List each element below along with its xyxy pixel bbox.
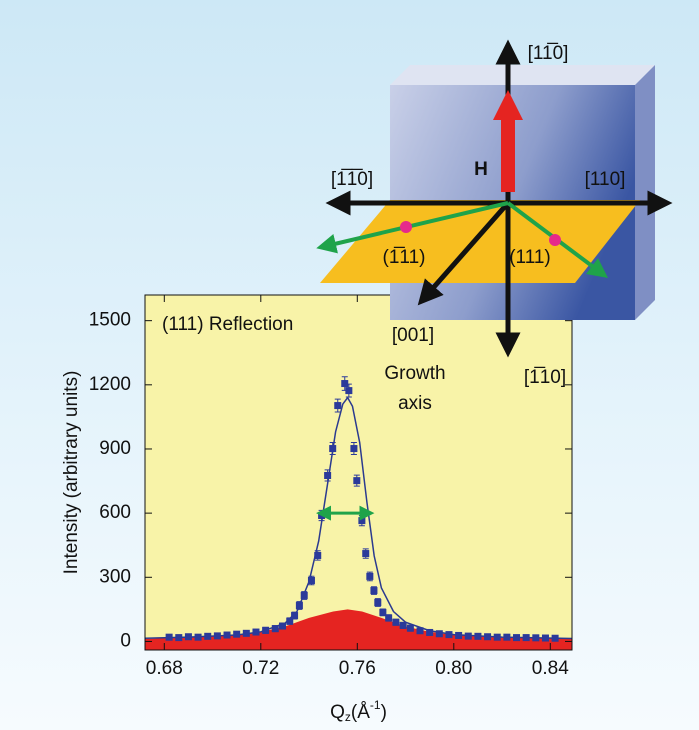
field-arrow xyxy=(493,90,523,192)
y-tick-label: 900 xyxy=(99,438,131,459)
label: (111) xyxy=(509,247,551,268)
x-axis-label-part: -1 xyxy=(370,698,381,712)
label: (1̅11) xyxy=(383,247,426,268)
data-point xyxy=(474,632,482,640)
data-point xyxy=(242,629,250,637)
data-point xyxy=(295,602,303,610)
plot-background xyxy=(145,295,572,650)
data-point xyxy=(358,517,366,525)
label: [11̅0] xyxy=(528,43,569,64)
data-point xyxy=(426,628,434,636)
data-point xyxy=(541,634,549,642)
data-point xyxy=(300,591,308,599)
data-point xyxy=(279,622,287,630)
data-point xyxy=(345,387,353,395)
data-point xyxy=(307,576,315,584)
data-point xyxy=(399,621,407,629)
y-tick-label: 0 xyxy=(120,630,131,651)
dot xyxy=(549,234,561,246)
data-point xyxy=(271,625,279,633)
label: axis xyxy=(398,393,432,414)
x-tick-label: 0.76 xyxy=(339,658,376,679)
label: [1̅1̅0] xyxy=(331,169,373,190)
plane xyxy=(320,200,640,283)
data-point xyxy=(324,471,332,479)
x-tick-label: 0.68 xyxy=(146,658,183,679)
data-point xyxy=(374,599,382,607)
data-point xyxy=(252,628,260,636)
data-point xyxy=(341,380,349,388)
data-point xyxy=(455,631,463,639)
y-tick-label: 1200 xyxy=(89,374,131,395)
data-point xyxy=(223,631,231,639)
arrow xyxy=(417,201,510,306)
y-tick-label: 300 xyxy=(99,566,131,587)
label: H xyxy=(474,159,488,180)
data-point xyxy=(262,626,270,634)
data-point xyxy=(513,634,521,642)
x-axis-label-part: z xyxy=(345,710,351,724)
label: [110] xyxy=(585,169,626,190)
data-point xyxy=(175,634,183,642)
box-top xyxy=(390,65,655,85)
data-point xyxy=(184,633,192,641)
area xyxy=(145,609,572,650)
data-point xyxy=(392,618,400,626)
data-point xyxy=(366,572,374,580)
data-point xyxy=(350,445,358,453)
y-tick-label: 600 xyxy=(99,502,131,523)
data-point xyxy=(213,632,221,640)
data-point xyxy=(329,445,337,453)
data-point xyxy=(385,614,393,622)
data-point xyxy=(484,633,492,641)
data-point xyxy=(194,633,202,641)
label: [001] xyxy=(392,325,434,346)
data-point xyxy=(435,630,443,638)
x-axis-label-part: (Å xyxy=(351,702,370,723)
data-point xyxy=(532,634,540,642)
data-point xyxy=(551,634,559,642)
data-point xyxy=(503,633,511,641)
data-point xyxy=(493,633,501,641)
x-axis-label-part: ) xyxy=(381,702,387,723)
arrow xyxy=(316,201,509,254)
x-axis-label: Qz(Å-1) xyxy=(330,698,387,724)
data-point xyxy=(233,630,241,638)
plot: 0 300 600 900 1200 1500 0.68 0.72 0.76 0.80 0.84 (1… xyxy=(61,294,573,724)
y-tick-label: 1500 xyxy=(89,310,131,331)
data-point xyxy=(362,550,370,558)
data-point xyxy=(379,608,387,616)
diagram: [11̅0] [1̅1̅0] [110] H (1̅11) (111) [001… xyxy=(316,39,673,414)
data-point xyxy=(291,612,299,620)
x-axis-label-part: Q xyxy=(330,702,345,723)
data-point xyxy=(165,633,173,641)
data-point xyxy=(522,634,530,642)
box-side xyxy=(635,65,655,320)
data-point xyxy=(353,477,361,485)
y-axis-label: Intensity (arbitrary units) xyxy=(61,371,82,575)
data-point xyxy=(464,632,472,640)
data-point xyxy=(314,551,322,559)
annotation: (111) Reflection xyxy=(162,314,293,335)
data-point xyxy=(445,631,453,639)
data-point xyxy=(406,624,414,632)
x-tick-label: 0.72 xyxy=(242,658,279,679)
data-point xyxy=(370,587,378,595)
data-point xyxy=(204,632,212,640)
x-tick-label: 0.84 xyxy=(532,658,569,679)
dot xyxy=(400,221,412,233)
data-point xyxy=(416,627,424,635)
data-point xyxy=(286,617,294,625)
plot-frame xyxy=(144,294,573,651)
label: Growth xyxy=(384,363,445,384)
data-point xyxy=(334,402,342,410)
x-tick-label: 0.80 xyxy=(435,658,472,679)
label: [1̅10] xyxy=(524,367,566,388)
